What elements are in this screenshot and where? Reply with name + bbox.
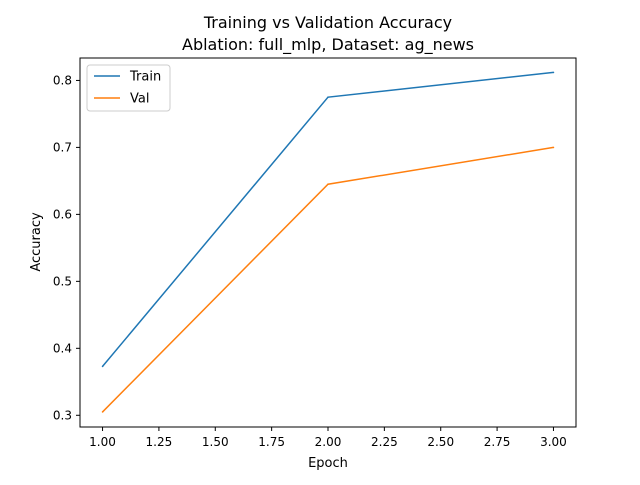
legend-label-train: Train: [129, 70, 161, 85]
chart-title: Training vs Validation Accuracy: [203, 13, 452, 32]
legend: Train Val: [86, 64, 171, 112]
legend-label-val: Val: [130, 92, 149, 107]
chart-subtitle: Ablation: full_mlp, Dataset: ag_news: [182, 35, 474, 55]
y-tick-label: 0.7: [53, 140, 72, 154]
x-tick-label: 1.50: [202, 435, 229, 449]
x-tick-label: 2.25: [371, 435, 398, 449]
data-point-val: [552, 146, 555, 149]
x-tick-label: 1.25: [146, 435, 173, 449]
y-tick-label: 0.6: [53, 207, 72, 221]
x-tick-label: 2.75: [484, 435, 511, 449]
x-axis-label: Epoch: [308, 456, 348, 471]
data-point-val: [101, 411, 104, 413]
data-point-train: [327, 96, 329, 98]
x-axis: 1.00 1.25 1.50 1.75 2.00 2.25 2.50 2.75 3.00: [89, 427, 567, 449]
y-tick-label: 0.4: [53, 341, 72, 355]
data-point-val: [327, 183, 329, 186]
y-tick-label: 0.8: [53, 73, 72, 87]
y-axis-label: Accuracy: [29, 212, 44, 272]
data-point-train: [552, 71, 555, 74]
y-tick-label: 0.3: [53, 408, 72, 422]
x-tick-label: 1.75: [258, 435, 285, 449]
x-tick-label: 3.00: [540, 435, 567, 449]
plot-area: [101, 71, 555, 413]
y-tick-label: 0.5: [53, 274, 72, 288]
x-tick-label: 1.00: [89, 435, 116, 449]
x-tick-label: 2.50: [427, 435, 454, 449]
y-axis: 0.3 0.4 0.5 0.6 0.7 0.8: [53, 73, 80, 422]
data-point-train: [101, 365, 104, 368]
x-tick-label: 2.00: [315, 435, 342, 449]
